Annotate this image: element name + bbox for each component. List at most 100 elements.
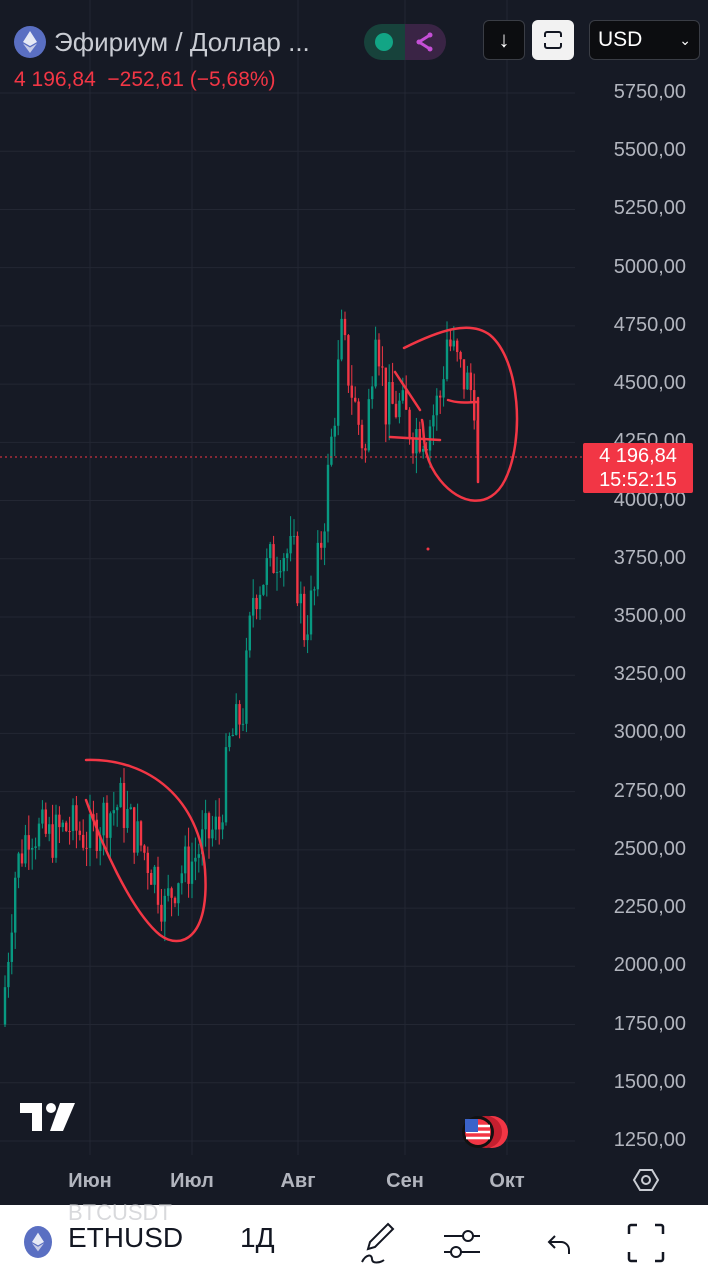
candle-body [252,597,255,616]
candle-body [309,590,313,635]
indicators-icon[interactable] [442,1224,482,1264]
price-tick: 4000,00 [613,488,686,511]
candle-body [333,425,336,437]
candle-body [126,809,129,828]
candle-body [269,544,272,559]
candle-body [37,823,41,847]
candle-body [456,340,459,353]
candle-body [44,809,47,834]
time-tick: Июн [68,1170,112,1192]
undo-icon[interactable] [545,1230,575,1260]
candle-body [326,464,330,532]
candle-body [112,810,115,814]
candle-body [224,747,228,823]
chart-area[interactable]: Эфириум / Доллар ... 4 196,84 −252,61 (−… [0,0,708,1205]
candle-body [14,877,17,933]
candle-body [211,829,214,839]
candle-body [245,650,248,724]
economic-event-flag-icon[interactable] [460,1114,512,1150]
candle-body [116,807,119,811]
candle-body [258,594,262,610]
current-price-label: 4 196,84 15:52:15 [583,443,693,493]
candle-body [296,535,299,604]
candle-body [292,535,296,537]
settings-icon[interactable] [632,1166,660,1194]
candle-body [248,615,251,651]
candle-body [364,448,367,451]
drawing-pen-icon[interactable] [358,1220,398,1266]
price-tick: 5250,00 [613,197,686,220]
candle-body [54,814,58,858]
candle-body [167,888,170,896]
candle-body [316,542,319,590]
candle-body [323,531,326,548]
time-tick: Сен [386,1170,424,1192]
candle-body [411,437,415,454]
fullscreen-icon[interactable] [626,1222,666,1264]
currency-value: USD [598,28,643,51]
price-tick: 2250,00 [613,896,686,919]
candle-body [282,557,285,572]
candle-body [405,390,408,410]
candle-body [340,318,343,360]
candle-body [51,824,54,858]
candle-body [177,883,180,904]
price-chart[interactable] [0,0,708,1205]
download-button[interactable]: ↓ [483,20,525,60]
candle-body [218,816,221,830]
layout-button[interactable] [532,20,574,60]
candle-body [401,390,404,401]
candle-body [432,415,435,427]
market-status-pill[interactable] [364,24,446,60]
price-quote: 4 196,84 −252,61 (−5,68%) [14,68,276,92]
candle-body [190,861,194,884]
candle-body [313,589,316,591]
candle-body [204,813,207,830]
candle-body [207,813,211,839]
candle-body [357,401,360,425]
candle-body [139,821,143,846]
symbol-button[interactable]: ETHUSD [68,1222,184,1253]
candle-body [41,809,44,824]
last-price: 4 196,84 [14,68,96,91]
currency-select[interactable]: USD ⌄ [589,20,700,60]
price-tick: 3750,00 [613,546,686,569]
price-tick: 2500,00 [613,837,686,860]
annotation-line [393,370,422,412]
ethereum-icon [14,26,46,58]
candle-body [119,782,122,808]
symbol-header[interactable]: Эфириум / Доллар ... [14,26,310,58]
candle-body [255,597,258,610]
candle-body [88,814,92,849]
candle-body [68,831,71,833]
candle-body [449,339,452,347]
candle-body [354,397,357,402]
candle-body [10,932,13,962]
candle-body [102,802,105,836]
candle-body [439,395,442,398]
candle-body [388,382,391,425]
candle-body [221,822,224,830]
candle-body [153,866,156,885]
market-open-icon [375,33,393,51]
arrow-down-icon: ↓ [498,27,510,52]
price-tick: 5000,00 [613,255,686,278]
candle-body [3,987,7,1025]
candle-body [20,853,24,864]
candle-body [180,873,183,884]
candle-body [306,634,309,641]
ghost-symbol: BTCUSDT [68,1200,172,1220]
candle-body [197,854,200,858]
candle-body [241,723,245,725]
candle-body [65,822,68,832]
candle-body [473,390,476,421]
interval-button[interactable]: 1Д [240,1222,275,1253]
candle-body [391,382,394,404]
candle-body [122,782,126,828]
candle-body [347,335,350,386]
candle-body [187,846,190,884]
candle-body [238,704,241,725]
candle-body [170,888,173,898]
price-tick: 4750,00 [613,313,686,336]
price-tick: 1250,00 [613,1128,686,1151]
